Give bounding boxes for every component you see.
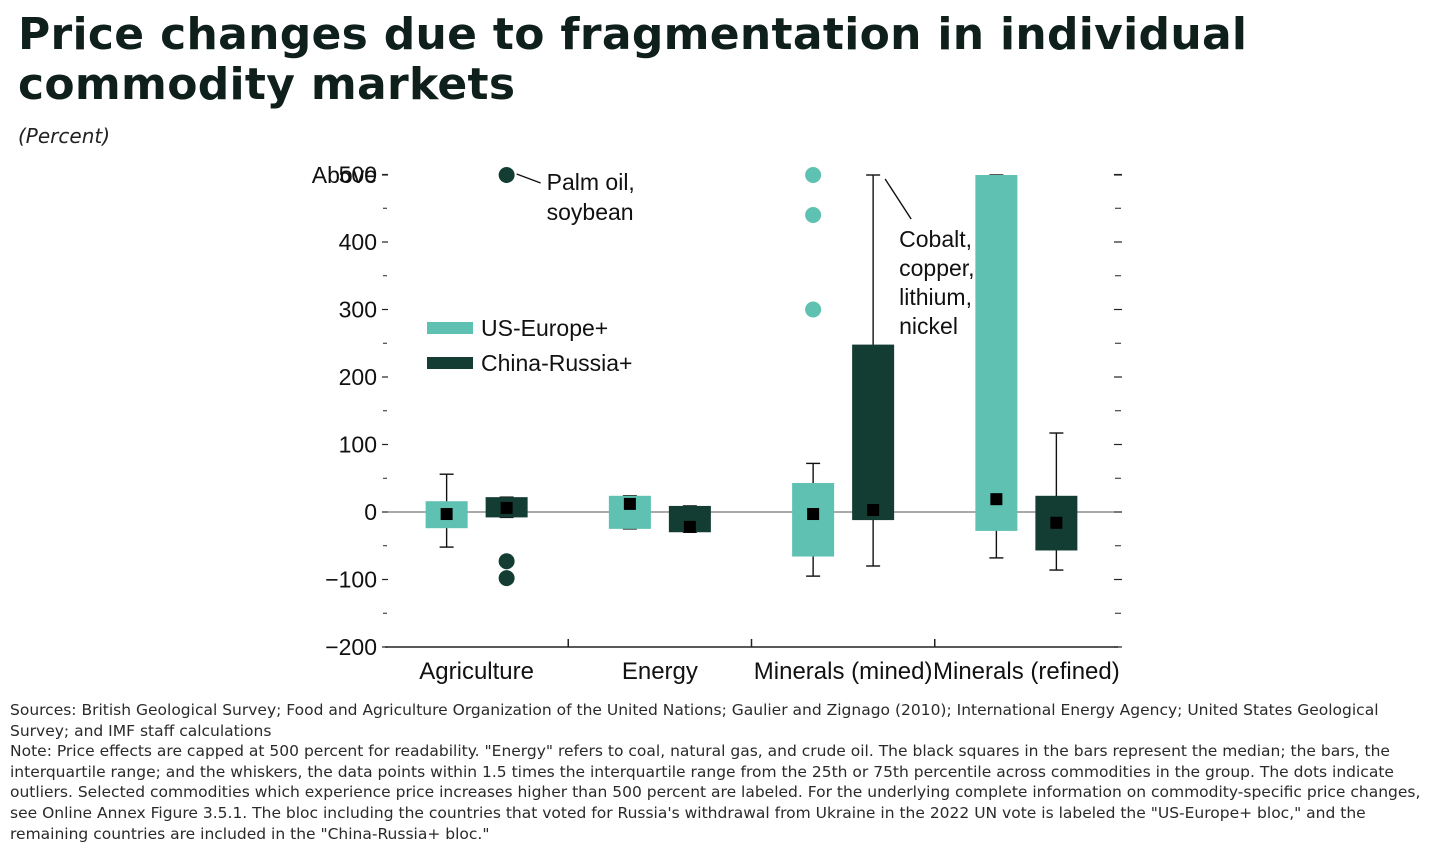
median-marker: [1050, 516, 1063, 529]
annotation-label: Cobalt,: [899, 226, 972, 252]
median-marker: [683, 520, 696, 533]
legend-label: China-Russia+: [481, 350, 633, 376]
y-tick-label: 500: [339, 162, 377, 188]
legend-swatch: [427, 357, 473, 369]
x-category-label: Agriculture: [419, 658, 534, 685]
outlier-dot: [805, 301, 822, 318]
y-tick-label: 200: [339, 364, 377, 390]
outlier-dot: [805, 207, 822, 223]
y-tick-label: −100: [325, 567, 377, 593]
chart-legend: US-Europe+ China-Russia+: [427, 315, 633, 376]
median-marker: [440, 508, 453, 521]
note-text: Note: Price effects are capped at 500 pe…: [10, 742, 1421, 843]
x-category-label: Minerals (refined): [933, 658, 1120, 685]
sources-text: Sources: British Geological Survey; Food…: [10, 701, 1379, 740]
outlier-dot: [498, 167, 515, 183]
annotation-leader: [516, 173, 541, 184]
chart-annotations: Palm oil, soybean Cobalt, copper, lithium, ni…: [516, 169, 975, 339]
median-marker: [807, 508, 820, 521]
chart-notes: Sources: British Geological Survey; Food…: [10, 700, 1440, 844]
annotation-leader: [884, 178, 912, 220]
chart-boxes: [425, 167, 1078, 587]
median-marker: [623, 497, 636, 510]
annotation-label: copper,: [899, 255, 974, 281]
x-category-label: Energy: [622, 658, 698, 685]
y-tick-label-above: Above: [312, 162, 377, 188]
chart-title: Price changes due to fragmentation in in…: [18, 9, 1248, 110]
outlier-dot: [805, 167, 822, 183]
y-tick-label: 0: [364, 499, 377, 525]
legend-swatch: [427, 322, 473, 334]
legend-label: US-Europe+: [481, 315, 608, 341]
y-tick-label: 100: [339, 432, 377, 458]
outlier-dot: [498, 553, 515, 570]
median-marker: [500, 501, 513, 514]
y-tick-label: 300: [339, 297, 377, 323]
annotation-label: soybean: [547, 199, 634, 225]
iqr-box: [852, 344, 895, 521]
outlier-dot: [498, 570, 515, 587]
median-marker: [990, 493, 1003, 506]
annotation-label: Palm oil,: [547, 169, 635, 195]
chart-subtitle: (Percent): [18, 124, 111, 148]
median-marker: [867, 503, 880, 516]
annotation-label: lithium,: [899, 284, 972, 310]
x-category-label: Minerals (mined): [754, 658, 933, 685]
annotation-label: nickel: [899, 313, 958, 339]
y-tick-label: −200: [325, 634, 377, 660]
iqr-box: [975, 175, 1018, 531]
y-tick-label: 400: [339, 229, 377, 255]
